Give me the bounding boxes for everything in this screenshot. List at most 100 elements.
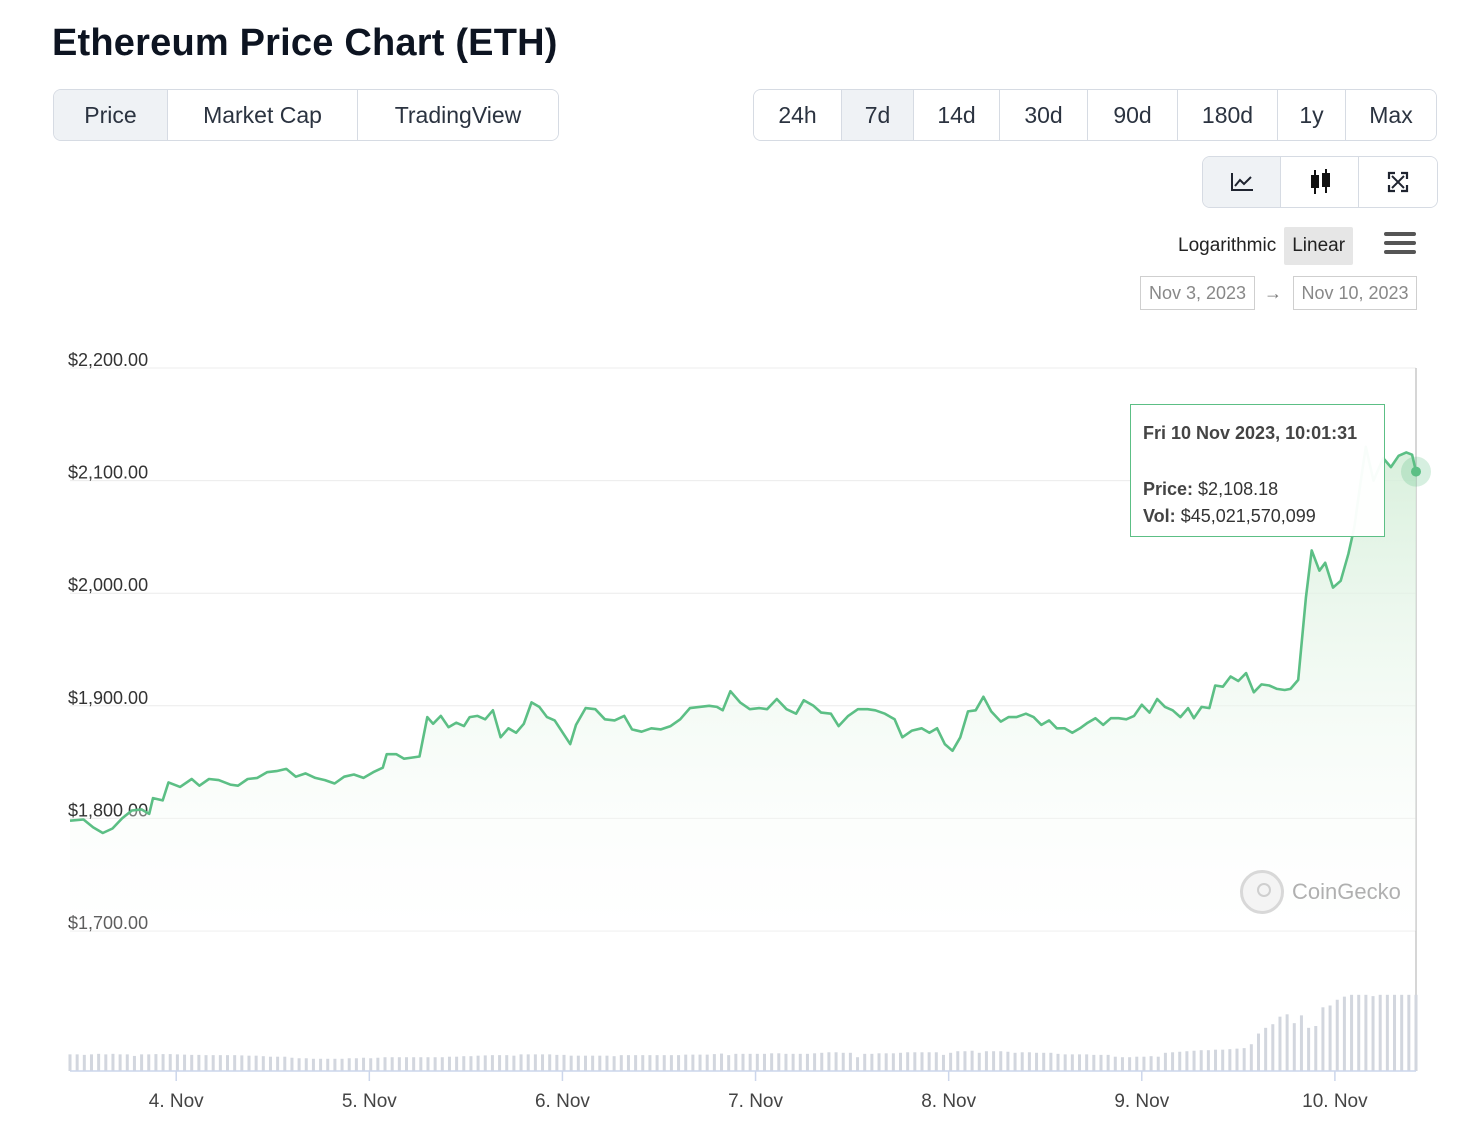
volume-bar — [984, 1051, 988, 1071]
volume-bar — [1113, 1056, 1117, 1071]
volume-bar — [1378, 994, 1382, 1071]
volume-bar — [734, 1053, 738, 1071]
volume-bar — [741, 1053, 745, 1071]
volume-bar — [963, 1051, 967, 1071]
coingecko-watermark: CoinGecko — [1240, 870, 1401, 914]
volume-bar — [576, 1055, 580, 1071]
volume-bar — [104, 1054, 108, 1071]
range-7d-button[interactable]: 7d — [842, 90, 914, 140]
volume-bar — [254, 1055, 258, 1071]
tab-tradingview[interactable]: TradingView — [358, 90, 558, 140]
volume-bar — [727, 1055, 731, 1071]
volume-bar — [362, 1057, 366, 1071]
watermark-text: CoinGecko — [1292, 879, 1401, 904]
date-to-input[interactable]: Nov 10, 2023 — [1293, 276, 1417, 310]
fullscreen-view-button[interactable] — [1359, 157, 1437, 207]
volume-bar — [1106, 1054, 1110, 1071]
volume-bar — [354, 1058, 358, 1071]
x-tick-label: 9. Nov — [1114, 1091, 1169, 1112]
volume-bar — [1235, 1048, 1239, 1071]
volume-bar — [884, 1053, 888, 1071]
volume-bar — [533, 1054, 537, 1071]
range-1y-button[interactable]: 1y — [1278, 90, 1346, 140]
tooltip-volume-value: $45,021,570,099 — [1180, 506, 1316, 526]
volume-bar — [1206, 1050, 1210, 1071]
volume-bar — [762, 1053, 766, 1071]
volume-bar — [1035, 1052, 1039, 1071]
volume-bar — [805, 1053, 809, 1071]
volume-bar — [168, 1054, 172, 1071]
volume-bar — [641, 1055, 645, 1071]
volume-bar — [1192, 1050, 1196, 1071]
volume-bar — [999, 1051, 1003, 1071]
volume-bar — [1228, 1049, 1232, 1071]
volume-bar — [662, 1055, 666, 1071]
volume-bar — [304, 1058, 308, 1071]
volume-bar — [548, 1054, 552, 1071]
volume-bar — [1149, 1056, 1153, 1071]
volume-bar — [612, 1056, 616, 1071]
logarithmic-option[interactable]: Logarithmic — [1178, 235, 1277, 256]
volume-bar — [462, 1056, 466, 1071]
scale-toggle: Logarithmic Linear — [1170, 227, 1354, 265]
range-180d-button[interactable]: 180d — [1178, 90, 1278, 140]
linear-option[interactable]: Linear — [1284, 227, 1354, 265]
volume-bar — [605, 1055, 609, 1071]
volume-bar — [1120, 1057, 1124, 1071]
volume-bar — [541, 1054, 545, 1071]
tab-price[interactable]: Price — [54, 90, 168, 140]
hover-point — [1411, 466, 1421, 477]
volume-bar — [1400, 994, 1404, 1071]
volume-bar — [455, 1056, 459, 1071]
volume-bar — [440, 1057, 444, 1071]
volume-bar — [447, 1056, 451, 1071]
volume-bar — [813, 1053, 817, 1071]
tab-market-cap[interactable]: Market Cap — [168, 90, 358, 140]
volume-bar — [469, 1056, 473, 1071]
volume-bar — [183, 1054, 187, 1071]
volume-bar — [276, 1056, 280, 1071]
volume-bar — [512, 1055, 516, 1071]
volume-bar — [1056, 1053, 1060, 1071]
volume-bar — [1264, 1027, 1268, 1071]
price-tooltip: Fri 10 Nov 2023, 10:01:31 Price: $2,108.… — [1130, 404, 1385, 537]
volume-bar — [290, 1057, 294, 1071]
volume-bar — [1364, 994, 1368, 1071]
volume-bar — [490, 1055, 494, 1071]
volume-bar — [1271, 1024, 1275, 1071]
line-view-button[interactable] — [1203, 157, 1281, 207]
volume-bar — [655, 1055, 659, 1071]
volume-bar — [204, 1055, 208, 1071]
volume-bar — [841, 1052, 845, 1071]
volume-bar — [1371, 996, 1375, 1071]
volume-bars — [68, 994, 1418, 1071]
date-from-input[interactable]: Nov 3, 2023 — [1140, 276, 1255, 310]
volume-bar — [1328, 1005, 1332, 1071]
coingecko-logo-icon — [1240, 870, 1284, 914]
range-max-button[interactable]: Max — [1346, 90, 1436, 140]
range-24h-button[interactable]: 24h — [754, 90, 842, 140]
volume-bar — [705, 1054, 709, 1071]
volume-bar — [240, 1055, 244, 1071]
range-90d-button[interactable]: 90d — [1088, 90, 1178, 140]
volume-bar — [1178, 1051, 1182, 1071]
chart-menu-icon[interactable] — [1384, 232, 1416, 258]
volume-bar — [1256, 1033, 1260, 1071]
volume-bar — [941, 1054, 945, 1071]
volume-bar — [1221, 1049, 1225, 1071]
candlestick-view-button[interactable] — [1281, 157, 1359, 207]
volume-bar — [555, 1054, 559, 1071]
volume-bar — [1171, 1052, 1175, 1071]
tooltip-volume-label: Vol: — [1143, 506, 1176, 526]
volume-bar — [1049, 1052, 1053, 1071]
range-14d-button[interactable]: 14d — [914, 90, 1000, 140]
volume-bar — [82, 1054, 86, 1071]
x-tick-label: 8. Nov — [921, 1091, 976, 1112]
x-tick-label: 7. Nov — [728, 1091, 783, 1112]
volume-bar — [1385, 994, 1389, 1071]
x-tick-label: 6. Nov — [535, 1091, 590, 1112]
volume-bar — [1278, 1016, 1282, 1071]
range-30d-button[interactable]: 30d — [1000, 90, 1088, 140]
volume-bar — [140, 1054, 144, 1071]
